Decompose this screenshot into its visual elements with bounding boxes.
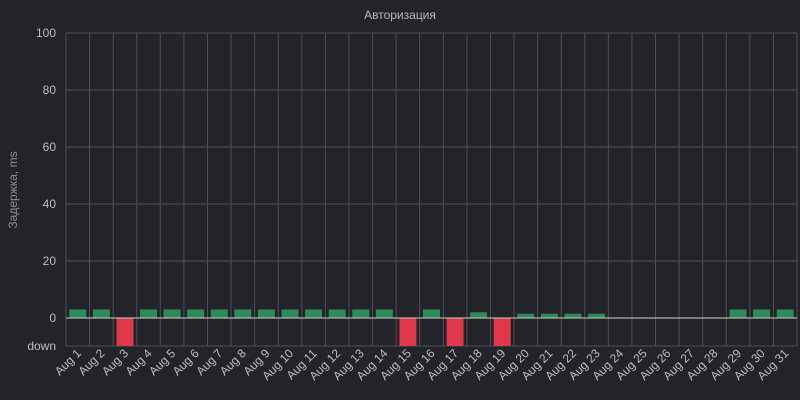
bar <box>187 309 205 318</box>
bar <box>753 309 771 318</box>
bar <box>540 313 558 318</box>
bar-down <box>399 318 417 346</box>
bar <box>470 312 488 318</box>
bar <box>352 309 370 318</box>
bar-down <box>116 318 134 346</box>
bar <box>375 309 393 318</box>
bar <box>305 309 323 318</box>
bar <box>210 309 228 318</box>
bar <box>517 313 535 318</box>
bar <box>163 309 181 318</box>
bar <box>328 309 346 318</box>
down-tick-label: down <box>27 339 56 353</box>
y-tick-label: 100 <box>36 26 56 40</box>
bar <box>92 309 110 318</box>
bar-down <box>493 318 511 346</box>
bar <box>729 309 747 318</box>
bar <box>423 309 440 318</box>
grid <box>65 32 798 347</box>
y-tick-label: 40 <box>43 197 57 211</box>
bar <box>257 309 275 318</box>
bar <box>234 309 252 318</box>
bar <box>588 313 606 318</box>
bar <box>564 313 582 318</box>
chart-title: Авторизация <box>364 8 436 22</box>
y-tick-label: 0 <box>49 311 56 325</box>
bar <box>69 309 87 318</box>
y-tick-label: 60 <box>43 140 57 154</box>
bar <box>140 309 158 318</box>
y-tick-label: 20 <box>43 254 57 268</box>
bars <box>69 309 794 346</box>
bar-down <box>446 318 464 346</box>
y-axis-label: Задержка, ms <box>6 151 20 228</box>
y-tick-label: 80 <box>43 83 57 97</box>
bar <box>776 309 794 318</box>
bar <box>281 309 299 318</box>
